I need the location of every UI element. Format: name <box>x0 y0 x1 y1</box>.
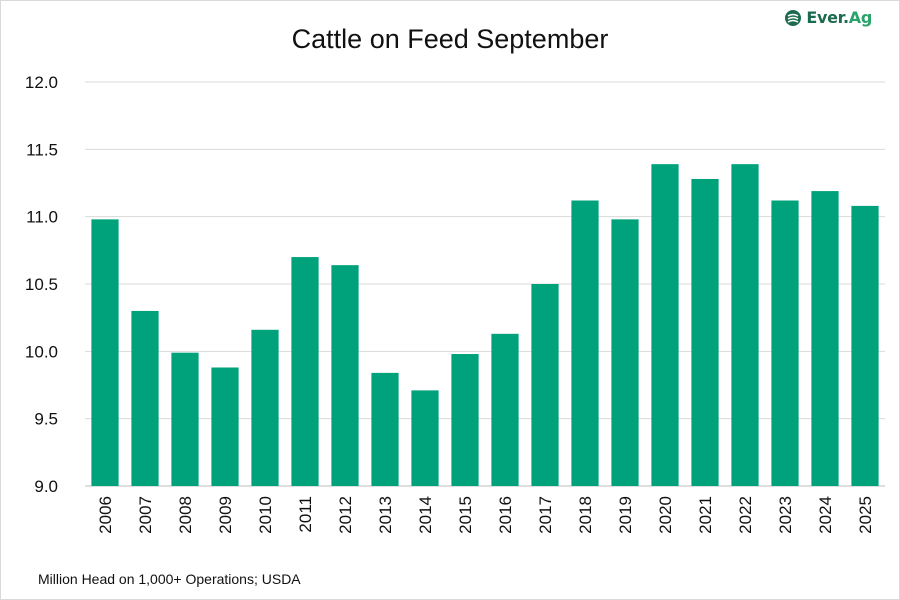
ever-ag-logo-icon <box>785 9 802 26</box>
bar-2022 <box>731 164 759 486</box>
x-tick-label: 2008 <box>176 496 195 534</box>
x-tick-label: 2022 <box>736 496 755 534</box>
x-tick-label: 2012 <box>336 496 355 534</box>
x-tick-label: 2025 <box>856 496 875 534</box>
ever-ag-logo-text: Ever.Ag <box>806 8 872 27</box>
y-tick-label: 9.5 <box>34 410 58 429</box>
bar-2019 <box>611 219 639 487</box>
ever-ag-logo: Ever.Ag <box>784 8 872 27</box>
source-note: Million Head on 1,000+ Operations; USDA <box>38 571 301 587</box>
bar-2006 <box>91 219 119 487</box>
bar-2017 <box>531 284 559 486</box>
chart-title: Cattle on Feed September <box>291 24 609 54</box>
gridlines <box>85 81 885 487</box>
x-axis-ticks: 2006 2007 2008 2009 2010 2011 2012 2013 2014 2015… <box>96 496 875 534</box>
y-tick-label: 10.5 <box>25 275 58 294</box>
x-tick-label: 2011 <box>296 496 315 533</box>
x-tick-label: 2015 <box>456 496 475 534</box>
y-tick-label: 12.0 <box>25 73 58 92</box>
bar-2016 <box>491 333 519 486</box>
x-tick-label: 2010 <box>256 496 275 534</box>
y-tick-label: 11.5 <box>26 140 58 159</box>
bar-2015 <box>451 354 479 486</box>
bar-2007 <box>131 310 159 486</box>
bar-2008 <box>171 352 199 486</box>
x-tick-label: 2018 <box>576 496 595 534</box>
y-tick-label: 11.0 <box>26 208 58 227</box>
x-tick-label: 2021 <box>696 496 715 534</box>
bar-2011 <box>291 257 319 486</box>
bar-2012 <box>331 265 359 486</box>
bars <box>91 164 879 487</box>
y-axis-ticks: 9.0 9.5 10.0 10.5 11.0 11.5 12.0 <box>25 73 58 496</box>
bar-2010 <box>251 329 279 486</box>
x-tick-label: 2014 <box>416 496 435 534</box>
bar-2020 <box>651 164 679 486</box>
x-tick-label: 2024 <box>816 496 835 534</box>
bar-2024 <box>811 191 839 486</box>
bar-2025 <box>851 205 879 487</box>
x-tick-label: 2017 <box>536 496 555 534</box>
x-tick-label: 2013 <box>376 496 395 534</box>
x-tick-label: 2006 <box>96 496 115 534</box>
bar-2014 <box>411 390 439 486</box>
x-tick-label: 2007 <box>136 496 155 534</box>
bar-2018 <box>571 200 599 487</box>
bar-2023 <box>771 200 799 487</box>
y-tick-label: 9.0 <box>34 477 58 496</box>
x-tick-label: 2023 <box>776 496 795 534</box>
y-tick-label: 10.0 <box>25 342 58 361</box>
bar-2009 <box>211 367 239 486</box>
bar-2013 <box>371 372 399 486</box>
bar-2021 <box>691 178 719 486</box>
x-tick-label: 2019 <box>616 496 635 534</box>
x-tick-label: 2016 <box>496 496 515 534</box>
x-tick-label: 2009 <box>216 496 235 534</box>
x-tick-label: 2020 <box>656 496 675 534</box>
